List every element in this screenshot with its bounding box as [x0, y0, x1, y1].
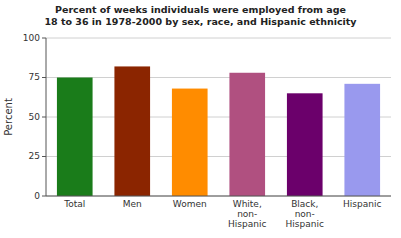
chart-svg: 0255075100TotalMenWomenWhite,non-Hispani…	[0, 0, 401, 238]
text-line: Total	[63, 199, 85, 209]
grid-line	[46, 196, 391, 197]
text-line: non-	[237, 209, 257, 219]
x-tick-label: Black,non-Hispanic	[286, 199, 324, 229]
text-line: Percent of weeks individuals were employ…	[55, 4, 346, 15]
bars	[57, 66, 380, 196]
y-tick	[42, 156, 46, 157]
grid-line	[46, 38, 391, 39]
bar	[172, 89, 208, 196]
grid-line	[46, 77, 391, 78]
text-line: White,	[233, 199, 262, 209]
grid-line	[46, 156, 391, 157]
title: Percent of weeks individuals were employ…	[44, 4, 357, 27]
bar	[229, 73, 265, 196]
text-line: Women	[173, 199, 207, 209]
x-tick-label: Hispanic	[343, 199, 381, 209]
x-tick-label: Men	[123, 199, 142, 209]
text-line: Hispanic	[343, 199, 381, 209]
y-tick	[42, 117, 46, 118]
y-tick-label: 25	[29, 151, 40, 161]
y-tick-label: 100	[23, 33, 40, 43]
grid	[46, 38, 391, 196]
y-axis-line	[46, 38, 47, 196]
text-line: 18 to 36 in 1978-2000 by sex, race, and …	[44, 16, 357, 27]
background	[0, 0, 401, 238]
chart-container: 0255075100TotalMenWomenWhite,non-Hispani…	[0, 0, 401, 238]
text-line: non-	[295, 209, 315, 219]
y-tick-label: 50	[29, 112, 41, 122]
y-tick-label: 0	[34, 191, 40, 201]
y-tick	[42, 77, 46, 78]
text-line: Hispanic	[228, 219, 266, 229]
bar	[287, 93, 323, 196]
grid-line	[46, 117, 391, 118]
bar	[114, 66, 150, 196]
x-axis-line	[46, 196, 391, 197]
text-line: Black,	[291, 199, 318, 209]
y-tick	[42, 196, 46, 197]
y-tick-label: 75	[29, 72, 40, 82]
bar	[57, 78, 93, 197]
text-line: Hispanic	[286, 219, 324, 229]
bar	[344, 84, 380, 196]
x-tick-label: White,non-Hispanic	[228, 199, 266, 229]
text-line: Men	[123, 199, 142, 209]
x-tick-label: Women	[173, 199, 207, 209]
x-tick-label: Total	[63, 199, 85, 209]
y-axis-label: Percent	[3, 98, 14, 136]
y-tick	[42, 38, 46, 39]
